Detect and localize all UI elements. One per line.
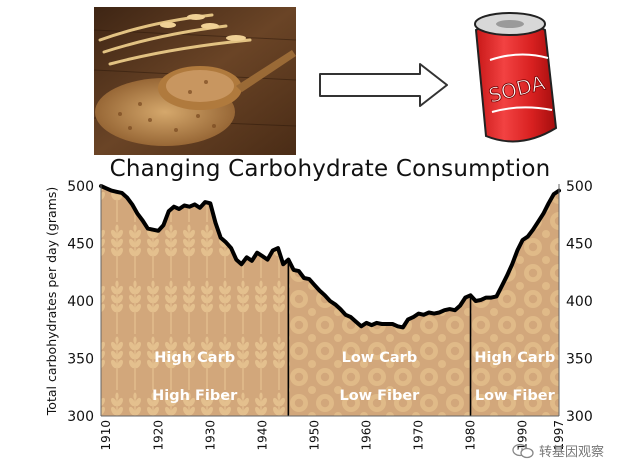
x-tick-label: 1997 — [552, 420, 566, 451]
chart-title: Changing Carbohydrate Consumption — [109, 156, 551, 182]
y-tick-label-right: 450 — [566, 237, 593, 253]
x-tick-label: 1960 — [359, 420, 373, 451]
y-tick-label-left: 400 — [67, 294, 94, 310]
wheat-grain-photo — [93, 7, 297, 155]
region-label-fiber: High Fiber — [152, 388, 238, 404]
x-tick-label: 1940 — [255, 420, 269, 451]
y-tick-label-right: 300 — [566, 409, 593, 425]
y-axis-title: Total carbohydrates per day (grams) — [44, 187, 59, 416]
y-tick-label-right: 350 — [566, 352, 593, 368]
soda-can-drawing: SODA — [474, 12, 558, 143]
y-tick-label-right: 500 — [566, 179, 593, 195]
y-tick-label-left: 500 — [67, 179, 94, 195]
region-label-carb: High Carb — [474, 350, 555, 366]
region-labels: High Carb High Fiber Low Carb Low Fiber High… — [152, 350, 555, 404]
x-tick-label: 1990 — [516, 420, 530, 451]
x-tick-labels: 1910 1920 1930 1940 1950 1960 1970 1980 1990 1997 — [99, 420, 566, 451]
x-tick-label: 1950 — [307, 420, 321, 451]
y-tick-labels-right: 300 350 400 450 500 — [566, 179, 593, 425]
region-label-carb: Low Carb — [342, 350, 418, 366]
x-tick-label: 1920 — [151, 420, 165, 451]
x-tick-label: 1910 — [99, 420, 113, 451]
region-fill-low-carb-low-fiber — [288, 186, 471, 416]
x-tick-label: 1970 — [412, 420, 426, 451]
carbohydrate-series-line — [99, 184, 561, 330]
watermark-text: 转基因观察 — [539, 445, 605, 460]
chat-bubble-icon — [512, 443, 534, 458]
region-label-carb: High Carb — [154, 350, 235, 366]
region-label-fiber: Low Fiber — [339, 388, 420, 404]
x-tick-label: 1980 — [464, 420, 478, 451]
top-illustration: SODA — [93, 7, 558, 155]
region-fill-high-carb-high-fiber — [101, 186, 289, 416]
watermark: 转基因观察 — [512, 441, 604, 460]
y-tick-label-left: 350 — [67, 352, 94, 368]
y-tick-label-left: 450 — [67, 237, 94, 253]
region-label-fiber: Low Fiber — [475, 388, 556, 404]
right-arrow-icon — [319, 63, 448, 107]
y-tick-label-left: 300 — [67, 409, 94, 425]
x-tick-label: 1930 — [203, 420, 217, 451]
y-tick-label-right: 400 — [566, 294, 593, 310]
y-tick-labels-left: 300 350 400 450 500 — [67, 179, 94, 425]
